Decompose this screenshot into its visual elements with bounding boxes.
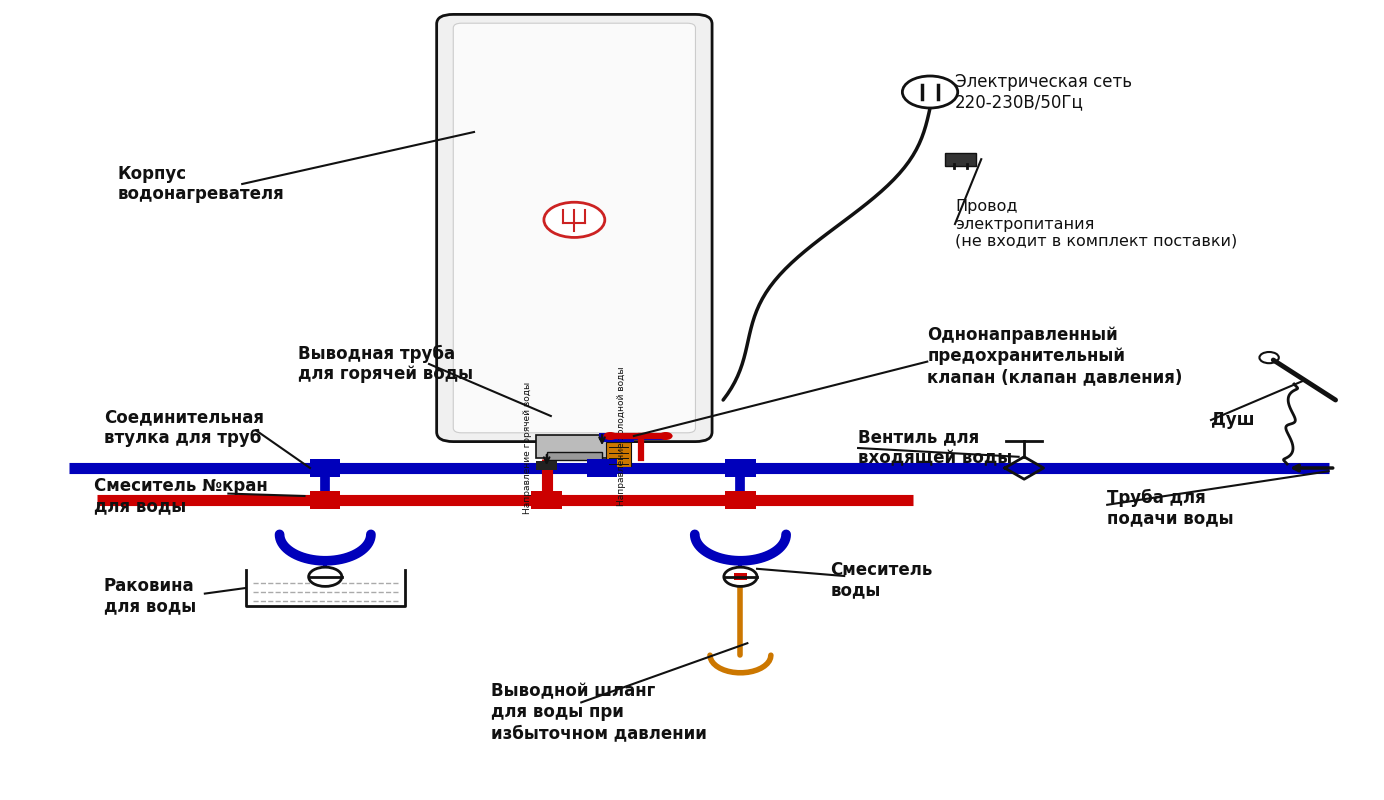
Text: Направление холодной воды: Направление холодной воды	[617, 366, 626, 506]
Text: Смеситель №кран
для воды: Смеситель №кран для воды	[94, 477, 268, 515]
Circle shape	[309, 567, 342, 586]
Circle shape	[902, 76, 958, 108]
Circle shape	[544, 202, 605, 238]
Bar	[725, 491, 756, 509]
Bar	[531, 491, 562, 509]
Bar	[587, 459, 617, 477]
Circle shape	[603, 432, 617, 440]
Bar	[606, 442, 631, 467]
Text: Соединительная
втулка для труб: Соединительная втулка для труб	[104, 409, 264, 447]
Text: Выводной шланг
для воды при
избыточном давлении: Выводной шланг для воды при избыточном д…	[491, 682, 707, 742]
Bar	[603, 467, 634, 472]
FancyBboxPatch shape	[453, 23, 695, 433]
Bar	[537, 461, 556, 470]
Text: Провод
электропитания
(не входит в комплект поставки): Провод электропитания (не входит в компл…	[955, 199, 1237, 249]
Text: Корпус
водонагревателя: Корпус водонагревателя	[118, 165, 284, 203]
Text: Вентиль для
входящей воды: Вентиль для входящей воды	[858, 429, 1012, 467]
FancyBboxPatch shape	[436, 14, 711, 442]
Text: Однонаправленный
предохранительный
клапан (клапан давления): Однонаправленный предохранительный клапа…	[927, 326, 1183, 386]
Bar	[310, 491, 340, 509]
Bar	[603, 437, 634, 442]
Text: Электрическая сеть
220-230В/50Гц: Электрическая сеть 220-230В/50Гц	[955, 73, 1132, 111]
Text: Раковина
для воды: Раковина для воды	[104, 577, 197, 615]
Bar	[536, 435, 612, 458]
Bar	[591, 461, 612, 470]
Text: Выводная труба
для горячей воды: Выводная труба для горячей воды	[298, 345, 473, 383]
Circle shape	[659, 432, 673, 440]
Text: Труба для
подачи воды: Труба для подачи воды	[1107, 489, 1233, 527]
Bar	[547, 452, 602, 460]
Text: Душ: Душ	[1211, 411, 1254, 429]
Text: Смеситель
воды: Смеситель воды	[830, 561, 933, 599]
Bar	[735, 573, 747, 581]
Bar	[945, 153, 976, 166]
Circle shape	[724, 567, 757, 586]
Bar	[310, 459, 340, 477]
Text: Направление горячей воды: Направление горячей воды	[523, 382, 531, 514]
Bar	[725, 459, 756, 477]
